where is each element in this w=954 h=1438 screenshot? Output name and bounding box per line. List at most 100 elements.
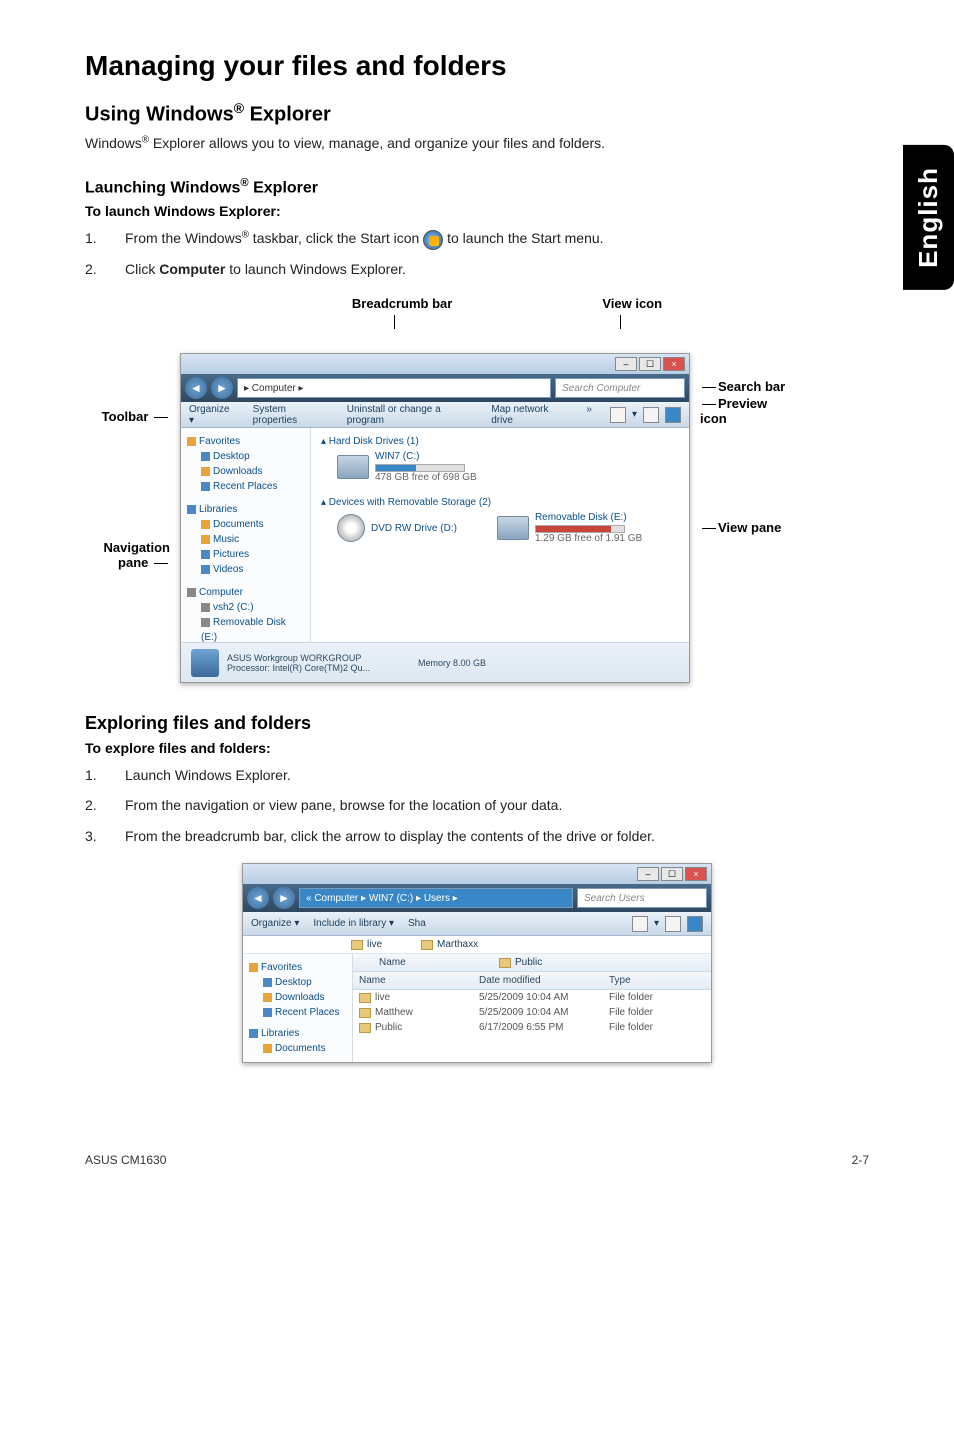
line-search [702, 387, 716, 388]
explore-step-1: Launch Windows Explorer. [85, 764, 869, 786]
nav-documents-label: Documents [213, 519, 264, 530]
more-chevron[interactable]: » [586, 404, 592, 426]
nav-favorites[interactable]: Favorites [187, 434, 304, 449]
users-search[interactable]: Search Users [577, 888, 707, 908]
users-nav-recent[interactable]: Recent Places [249, 1005, 346, 1020]
row0-date: 5/25/2009 10:04 AM [479, 992, 609, 1003]
heading-pre: Using Windows [85, 104, 234, 126]
folder-icon-2 [359, 1023, 371, 1033]
nav-wdc[interactable]: vsh2 (C:) [187, 600, 304, 615]
right-callouts: Search bar Preview icon View pane [700, 353, 795, 535]
nav-removable[interactable]: Removable Disk (E:) [187, 615, 304, 642]
callout-navpane-text: Navigation pane [104, 540, 170, 570]
folder-icon-s3 [499, 958, 511, 968]
computer-status-icon [191, 649, 219, 677]
nav-favorites-label: Favorites [199, 436, 240, 447]
removable-drive[interactable]: Removable Disk (E:) 1.29 GB free of 1.91… [497, 512, 642, 544]
nav-documents[interactable]: Documents [187, 517, 304, 532]
col-name[interactable]: Name [379, 957, 499, 968]
users-row-0[interactable]: live 5/25/2009 10:04 AM File folder [353, 990, 711, 1005]
dvd-icon [337, 514, 365, 542]
users-breadcrumb[interactable]: « Computer ▸ WIN7 (C:) ▸ Users ▸ [299, 888, 573, 908]
nav-pictures-label: Pictures [213, 549, 249, 560]
users-include[interactable]: Include in library ▾ [313, 918, 394, 929]
status-bar: ASUS Workgroup WORKGROUP Processor: Inte… [181, 642, 689, 682]
users-row-1[interactable]: Matthew 5/25/2009 10:04 AM File folder [353, 1005, 711, 1020]
breadcrumb-field[interactable]: ▸ Computer ▸ [237, 378, 551, 398]
forward-button[interactable]: ► [211, 377, 233, 399]
system-properties[interactable]: System properties [253, 404, 329, 426]
public-sub[interactable]: Public [499, 957, 569, 968]
hdd-drive[interactable]: WIN7 (C:) 478 GB free of 698 GB [337, 451, 477, 483]
col-type[interactable]: Type [609, 975, 705, 986]
explore-step-3: From the breadcrumb bar, click the arrow… [85, 825, 869, 847]
users-organize[interactable]: Organize ▾ [251, 918, 299, 929]
col-name2[interactable]: Name [359, 975, 479, 986]
callout-viewpane-text: View pane [718, 520, 781, 535]
explore-steps: Launch Windows Explorer. From the naviga… [85, 764, 869, 847]
callout-searchbar-text: Search bar [718, 379, 785, 394]
nav-pictures[interactable]: Pictures [187, 547, 304, 562]
navigation-pane: Favorites Desktop Downloads Recent Place… [181, 428, 311, 642]
nav-removable-label: Removable Disk (E:) [201, 617, 286, 642]
users-back[interactable]: ◄ [247, 887, 269, 909]
users-close[interactable]: × [685, 867, 707, 881]
sub-marthaxx[interactable]: Marthaxx [421, 939, 478, 950]
users-view-icon[interactable] [632, 916, 648, 932]
intro-sup: ® [142, 134, 149, 145]
dvd-drive[interactable]: DVD RW Drive (D:) [337, 512, 457, 544]
close-button[interactable]: × [663, 357, 685, 371]
users-columns2: Name Date modified Type [353, 972, 711, 990]
users-sharewith[interactable]: Sha [408, 918, 426, 929]
users-cmd-right: ▾ [632, 916, 703, 932]
vline-2 [620, 315, 621, 329]
nav-libraries[interactable]: Libraries [187, 502, 304, 517]
recent-icon [201, 482, 210, 491]
callout-lines-top [85, 315, 869, 329]
preview-icon[interactable] [643, 407, 659, 423]
users-nav-libraries[interactable]: Libraries [249, 1026, 346, 1041]
nav-videos[interactable]: Videos [187, 562, 304, 577]
sub-live[interactable]: live [351, 939, 421, 950]
row2-date: 6/17/2009 6:55 PM [479, 1022, 609, 1033]
users-nav-downloads[interactable]: Downloads [249, 990, 346, 1005]
sub-live-label: live [367, 939, 382, 950]
row0-name-label: live [375, 992, 390, 1003]
users-maximize[interactable]: ☐ [661, 867, 683, 881]
col-date[interactable]: Date modified [479, 975, 609, 986]
launching-heading: Launching Windows® Explorer [85, 177, 869, 197]
search-field[interactable]: Search Computer [555, 378, 685, 398]
uninstall-program[interactable]: Uninstall or change a program [347, 404, 473, 426]
left-callouts: Toolbar Navigation pane [85, 353, 170, 570]
nav-music[interactable]: Music [187, 532, 304, 547]
nav-downloads[interactable]: Downloads [187, 464, 304, 479]
users-nav-desktop[interactable]: Desktop [249, 975, 346, 990]
back-button[interactable]: ◄ [185, 377, 207, 399]
lib-icon [249, 1029, 258, 1038]
users-view-dropdown[interactable]: ▾ [654, 918, 659, 929]
help-icon[interactable] [665, 407, 681, 423]
removable-bar [535, 525, 625, 533]
callout-navpane: Navigation pane [85, 540, 170, 570]
nav-recent[interactable]: Recent Places [187, 479, 304, 494]
organize-menu[interactable]: Organize ▾ [189, 404, 235, 426]
maximize-button[interactable]: ☐ [639, 357, 661, 371]
minimize-button[interactable]: – [615, 357, 637, 371]
status-line1: ASUS Workgroup WORKGROUP [227, 653, 370, 663]
users-nav-favorites[interactable]: Favorites [249, 960, 346, 975]
users-help-icon[interactable] [687, 916, 703, 932]
view-icon[interactable] [610, 407, 626, 423]
map-drive[interactable]: Map network drive [491, 404, 568, 426]
users-forward[interactable]: ► [273, 887, 295, 909]
nav-computer[interactable]: Computer [187, 585, 304, 600]
users-nav-documents[interactable]: Documents [249, 1041, 346, 1056]
nav-favorites-group: Favorites Desktop Downloads Recent Place… [187, 434, 304, 494]
view-dropdown[interactable]: ▾ [632, 409, 637, 420]
nav-desktop[interactable]: Desktop [187, 449, 304, 464]
users-minimize[interactable]: – [637, 867, 659, 881]
step2-pre: Click [125, 261, 159, 277]
command-bar-left: Organize ▾ System properties Uninstall o… [189, 404, 592, 426]
users-doc-label: Documents [275, 1043, 326, 1054]
users-preview-icon[interactable] [665, 916, 681, 932]
users-row-2[interactable]: Public 6/17/2009 6:55 PM File folder [353, 1020, 711, 1035]
